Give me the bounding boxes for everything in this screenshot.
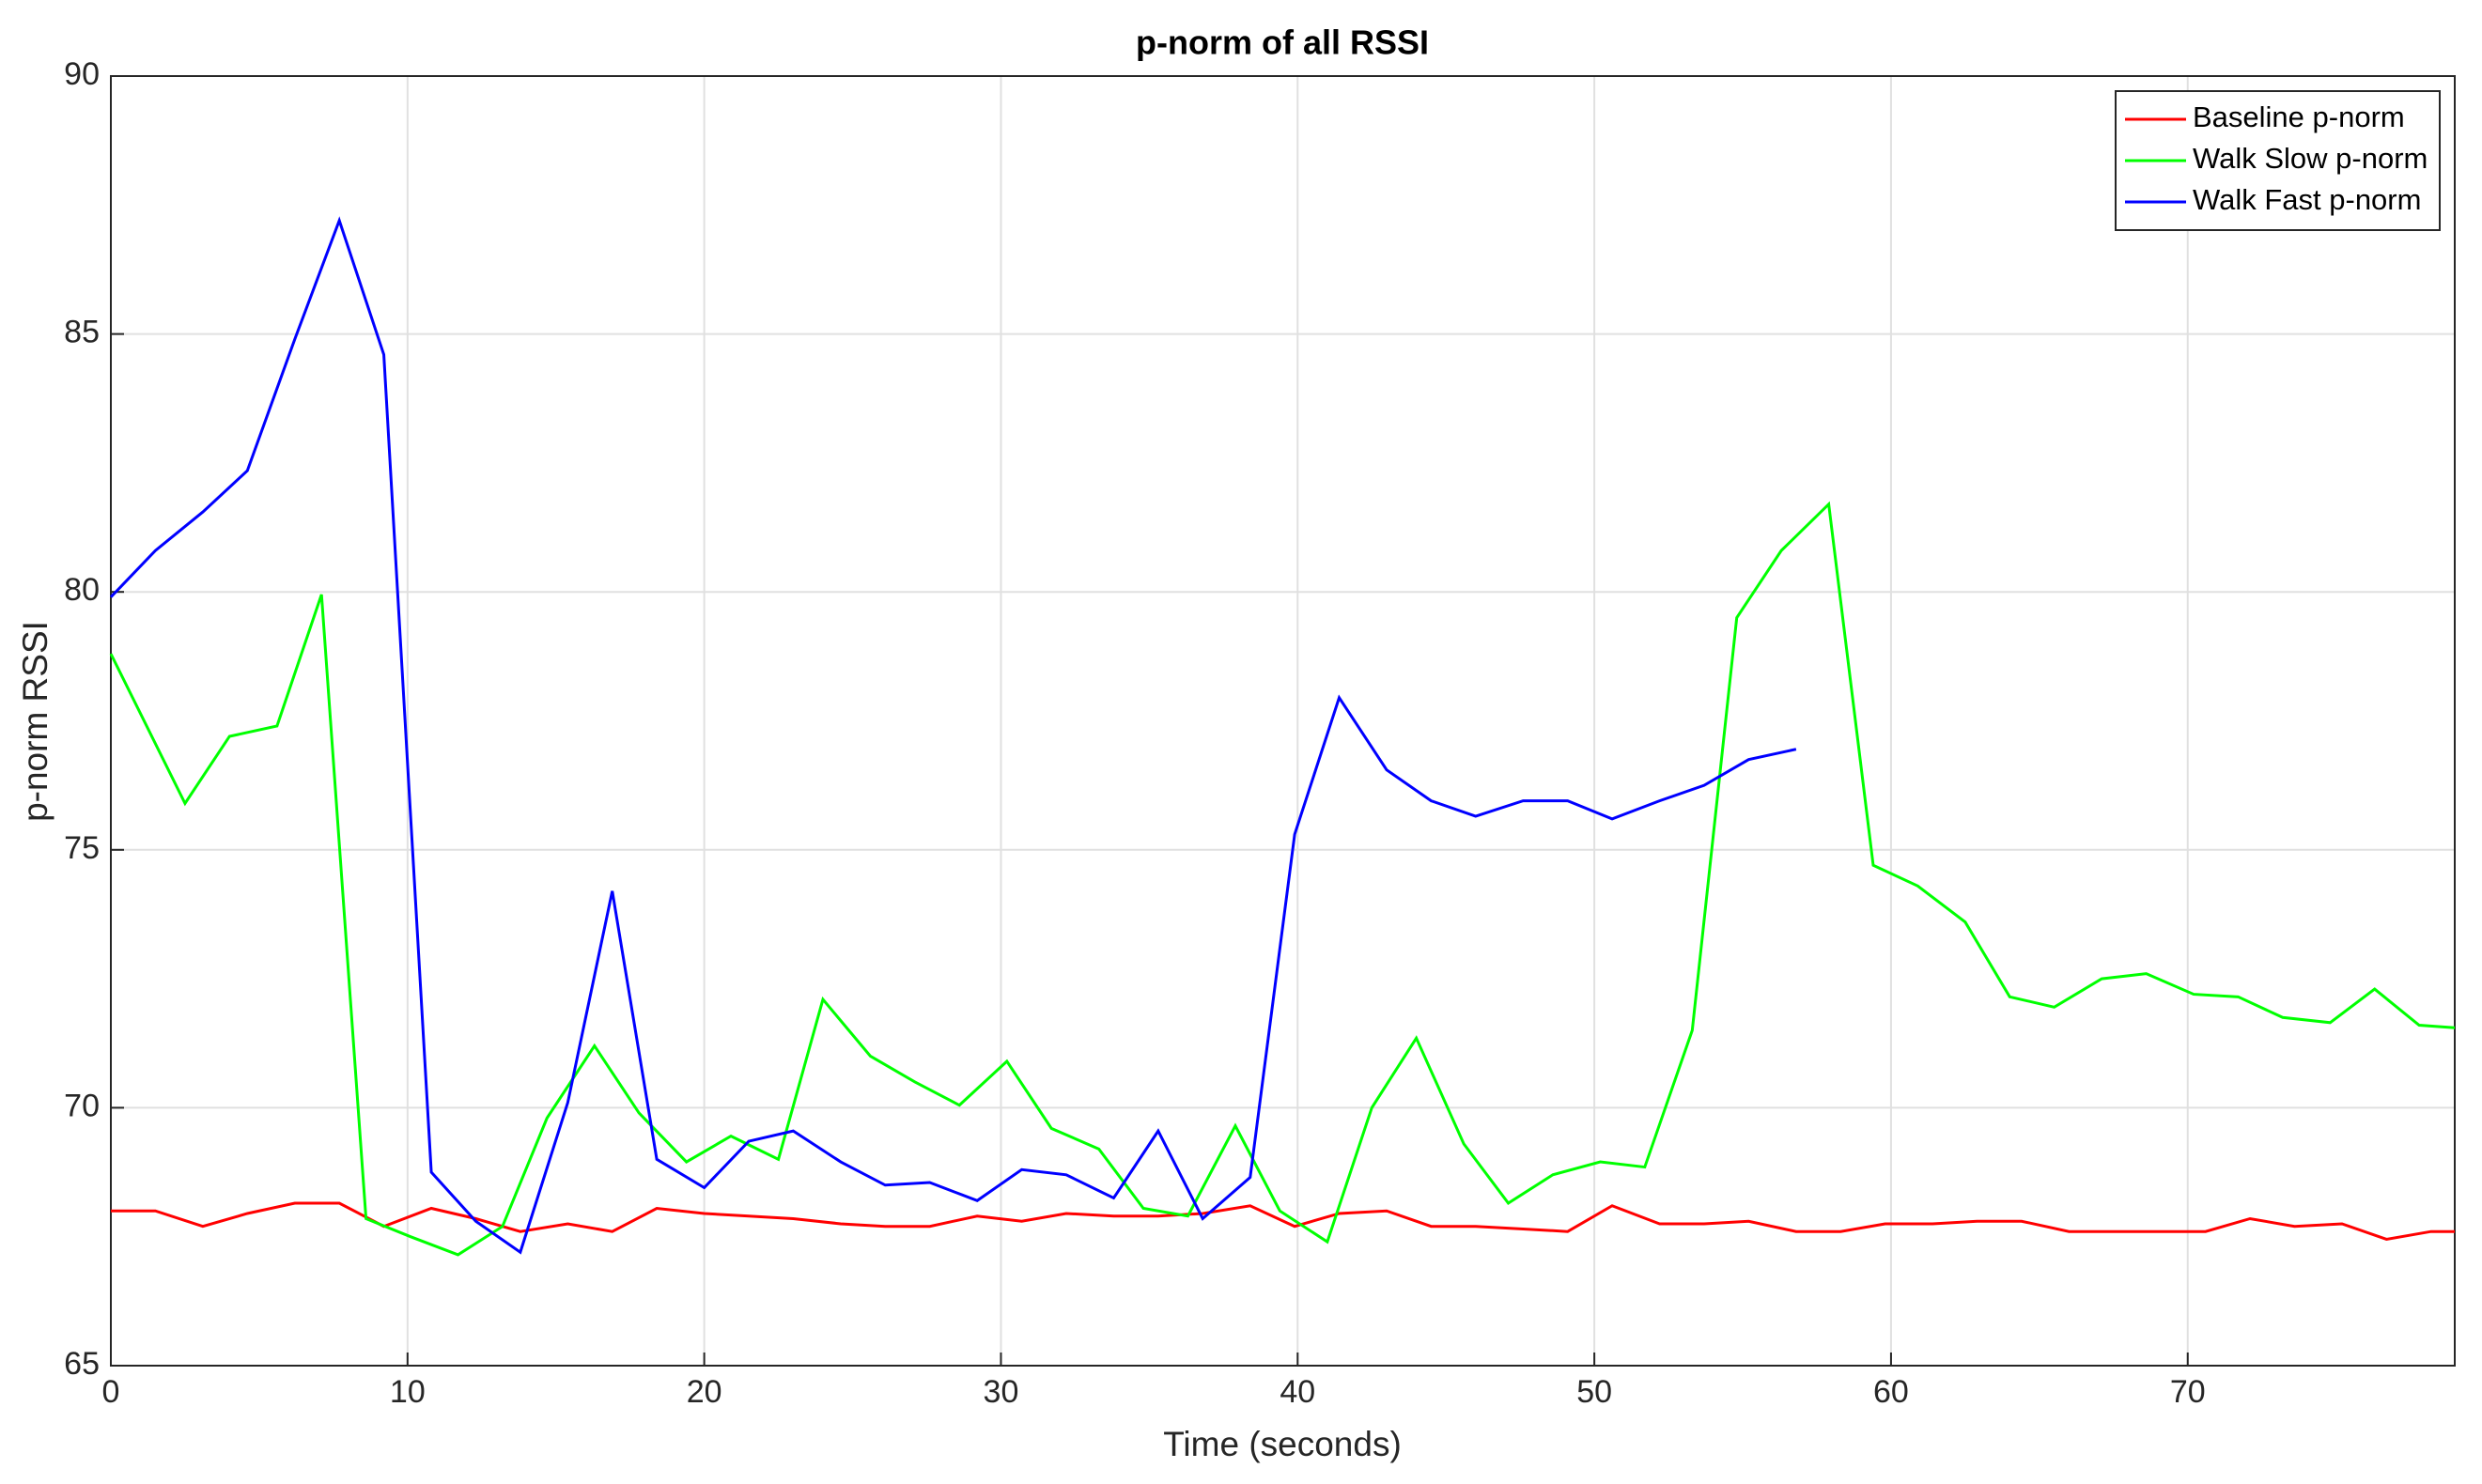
x-tick-label: 40: [1280, 1374, 1315, 1410]
data-line: [111, 1201, 2455, 1241]
data-line: [109, 216, 1797, 1255]
legend-label: Baseline p-norm: [2193, 100, 2405, 133]
x-tick-label: 0: [102, 1374, 120, 1410]
y-tick-label: 80: [64, 572, 100, 608]
x-tick-label: 70: [2170, 1374, 2206, 1410]
x-tick-label: 50: [1576, 1374, 1612, 1410]
legend-label: Walk Fast p-norm: [2193, 183, 2421, 216]
chart-title: p-norm of all RSSI: [1136, 23, 1429, 62]
plot-area: [111, 76, 2455, 1366]
y-tick-label: 65: [64, 1346, 100, 1382]
y-tick-label: 70: [64, 1088, 100, 1123]
x-tick-label: 20: [687, 1374, 722, 1410]
y-tick-label: 75: [64, 830, 100, 866]
legend: Baseline p-norm Walk Slow p-norm Walk Fast…: [2115, 90, 2441, 231]
y-tick-label: 90: [64, 56, 100, 92]
plot-frame: [110, 75, 2456, 1367]
x-tick-label: 30: [984, 1374, 1019, 1410]
legend-label: Walk Slow p-norm: [2193, 142, 2428, 175]
x-tick-label: 10: [390, 1374, 426, 1410]
x-tick-label: 60: [1873, 1374, 1909, 1410]
data-line: [109, 501, 2456, 1257]
y-tick-label: 85: [64, 315, 100, 350]
x-axis-label: Time (seconds): [1163, 1425, 1402, 1463]
y-axis-label: p-norm RSSI: [16, 621, 54, 822]
